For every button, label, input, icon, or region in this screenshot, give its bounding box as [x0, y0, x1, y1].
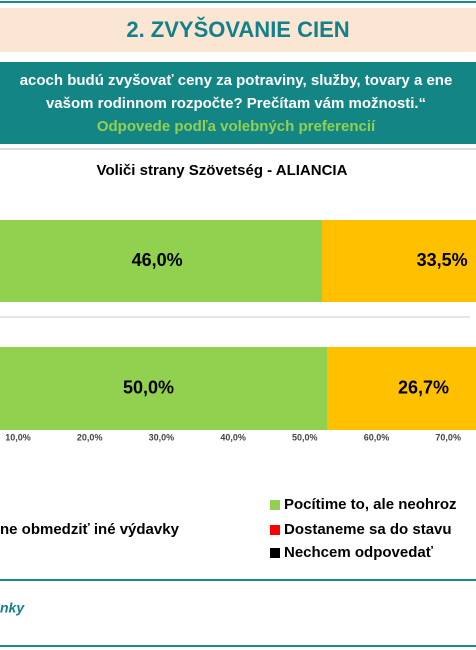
question-box — [0, 62, 476, 144]
x-tick-label: 40,0% — [220, 432, 246, 442]
question-line: vašom rodinnom rozpočte? Prečítam vám mo… — [46, 95, 426, 112]
x-tick-label: 70,0% — [435, 432, 461, 442]
x-tick-label: 30,0% — [149, 432, 175, 442]
data-label: 50,0% — [123, 377, 174, 397]
x-tick-label: 20,0% — [77, 432, 103, 442]
legend-swatch — [270, 500, 280, 510]
bar-segment — [0, 347, 328, 430]
x-tick-label: 50,0% — [292, 432, 318, 442]
legend-swatch — [270, 525, 280, 535]
data-label: 46,0% — [132, 250, 183, 270]
legend-label: Dostaneme sa do stavu — [284, 521, 452, 538]
bar-segment — [0, 220, 323, 302]
legend-label: Nechcem odpovedať — [284, 544, 434, 561]
bar-segment — [327, 347, 476, 430]
x-tick-label: 60,0% — [364, 432, 390, 442]
chart-title: Voliči strany Szövetség - ALIANCIA — [97, 162, 348, 179]
data-label: 33,5% — [417, 250, 468, 270]
legend-swatch — [270, 548, 280, 558]
title-box — [0, 8, 476, 52]
legend-label: ne obmedziť iné výdavky — [0, 521, 180, 538]
legend-label: Pocítime to, ale neohroz — [284, 496, 457, 513]
data-label: 26,7% — [398, 377, 449, 397]
footer-text: nky — [0, 600, 25, 616]
note: Odpovede podľa volebných preferencií — [97, 118, 376, 135]
x-tick-label: 10,0% — [5, 432, 31, 442]
bar-segment — [322, 220, 476, 302]
slide-title: 2. ZVYŠOVANIE CIEN — [126, 17, 349, 42]
question-line: acoch budú zvyšovať ceny za potraviny, s… — [20, 72, 453, 89]
